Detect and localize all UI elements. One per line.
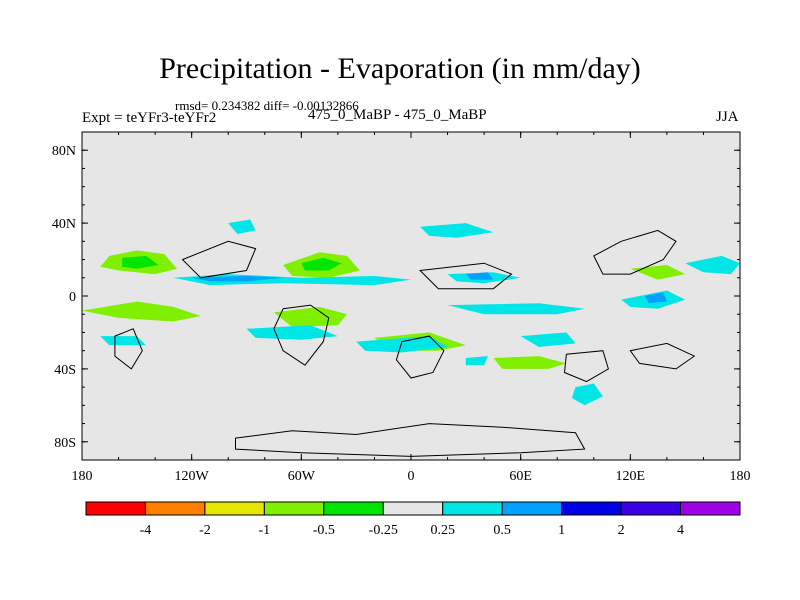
colorbar-swatch: [204, 501, 265, 516]
anomaly-patch-21: [685, 255, 740, 275]
chart-stats: rmsd= 0.234382 diff= -0.00132866: [175, 98, 359, 113]
season-label: JJA: [716, 109, 739, 125]
anomaly-patch-15: [447, 303, 585, 315]
colorbar-swatch: [323, 501, 384, 516]
anomaly-patch-18: [520, 332, 576, 347]
coastline-7: [419, 262, 513, 290]
anomaly-patch-16: [246, 325, 338, 340]
coastline-3: [563, 350, 609, 383]
coastline-8: [181, 240, 257, 279]
colorbar-label: -4: [140, 523, 152, 538]
anomaly-patch-12: [465, 272, 494, 280]
colorbar-swatch: [263, 501, 325, 516]
colorbar-swatch: [501, 501, 563, 516]
colorbar-swatch: [382, 501, 444, 516]
colorbar-label: -1: [259, 523, 271, 538]
anomaly-patch-22: [100, 336, 146, 346]
y-tick-label: 0: [69, 290, 76, 305]
x-tick-label: 60W: [288, 469, 316, 484]
colorbar-swatch: [680, 501, 741, 516]
colorbar-swatch: [144, 501, 206, 516]
coastline-6: [593, 229, 677, 275]
x-tick-label: 180: [730, 469, 751, 484]
colorbar-swatch: [561, 501, 622, 516]
x-tick-label: 120W: [175, 469, 210, 484]
x-tick-label: 0: [408, 469, 415, 484]
anomaly-patch-1: [122, 255, 159, 269]
colorbar-label: 4: [677, 523, 684, 538]
anomaly-patch-5: [273, 306, 347, 327]
anomaly-patch-20: [645, 292, 667, 304]
colorbar-label: 0.5: [493, 523, 511, 538]
coastline-5: [629, 342, 696, 370]
colorbar-swatch: [620, 501, 682, 516]
coastline-4: [235, 423, 586, 457]
coastline-1: [273, 304, 330, 366]
colorbar-swatch: [85, 501, 146, 516]
colorbar-label: 0.25: [430, 523, 455, 538]
experiment-label: Expt = teYFr3-teYFr2: [82, 110, 217, 126]
anomaly-patch-17: [356, 336, 448, 353]
chart-title: Precipitation - Evaporation (in mm/day): [159, 52, 641, 85]
y-tick-label: 40N: [52, 217, 76, 232]
x-tick-label: 60E: [509, 469, 532, 484]
plot-background: [82, 132, 740, 460]
coastline-2: [395, 335, 445, 379]
anomaly-patch-13: [420, 223, 494, 238]
anomaly-patch-7: [493, 356, 567, 369]
colorbar-swatch: [442, 501, 503, 516]
anomaly-patch-10: [191, 276, 284, 282]
anomaly-patch-24: [465, 356, 488, 366]
colorbar-label: 2: [618, 523, 625, 538]
colorbar-label: -0.5: [313, 523, 335, 538]
anomaly-patch-8: [630, 265, 686, 280]
y-tick-label: 40S: [54, 363, 76, 378]
colorbar-label: 1: [558, 523, 565, 538]
x-tick-label: 120E: [616, 469, 646, 484]
anomaly-patch-4: [82, 301, 201, 322]
anomaly-patch-14: [228, 219, 256, 234]
run-label: 475_0_MaBP - 475_0_MaBP: [308, 107, 487, 123]
y-tick-label: 80N: [52, 144, 76, 159]
anomaly-patch-23: [571, 383, 603, 406]
anomaly-patch-3: [301, 257, 342, 271]
colorbar-label: -2: [199, 523, 211, 538]
coastline-0: [114, 328, 143, 370]
y-tick-label: 80S: [54, 436, 76, 451]
colorbar-label: -0.25: [369, 523, 398, 538]
x-tick-label: 180: [72, 469, 93, 484]
